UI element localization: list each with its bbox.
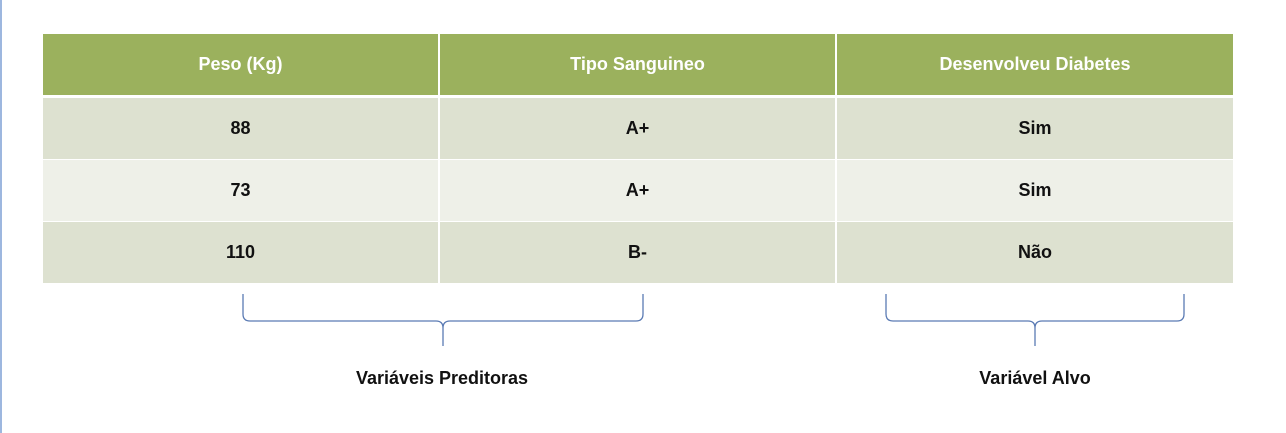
cell-peso: 110 — [43, 221, 440, 284]
table-row: 73 A+ Sim — [43, 159, 1233, 222]
cell-peso: 88 — [43, 96, 440, 160]
header-tipo-sanguineo: Tipo Sanguineo — [439, 34, 837, 98]
table-row: 88 A+ Sim — [43, 96, 1233, 160]
left-edge-rule — [0, 0, 2, 433]
cell-desenvolveu-diabetes: Sim — [836, 96, 1233, 160]
cell-desenvolveu-diabetes: Não — [836, 221, 1233, 284]
cell-peso: 73 — [43, 159, 440, 222]
target-label: Variável Alvo — [979, 368, 1091, 388]
header-peso: Peso (Kg) — [43, 34, 440, 98]
cell-tipo-sanguineo: B- — [439, 221, 837, 284]
table-header-row: Peso (Kg) Tipo Sanguineo Desenvolveu Dia… — [43, 34, 1233, 98]
cell-desenvolveu-diabetes: Sim — [836, 159, 1233, 222]
predictors-label: Variáveis Preditoras — [355, 368, 529, 388]
diabetes-data-table: Peso (Kg) Tipo Sanguineo Desenvolveu Dia… — [43, 34, 1233, 284]
predictors-brace — [242, 294, 644, 346]
cell-tipo-sanguineo: A+ — [439, 96, 837, 160]
target-brace — [885, 294, 1185, 346]
header-desenvolveu-diabetes: Desenvolveu Diabetes — [836, 34, 1233, 98]
cell-tipo-sanguineo: A+ — [439, 159, 837, 222]
table-row: 110 B- Não — [43, 221, 1233, 284]
